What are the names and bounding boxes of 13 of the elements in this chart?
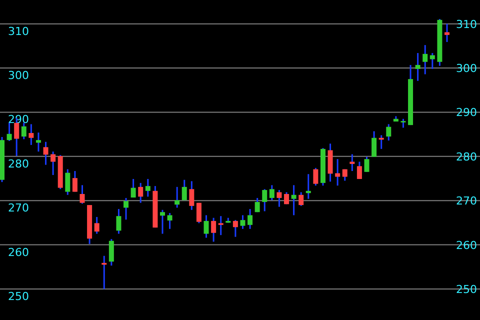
y2-tick-label: 300 — [456, 62, 477, 76]
y2-tick-label: 280 — [456, 150, 477, 164]
y2-tick-label: 310 — [456, 18, 477, 31]
y-tick-label: 250 — [8, 290, 29, 303]
y-tick-label: 260 — [8, 246, 29, 259]
y-tick-label: 270 — [8, 202, 29, 215]
y2-tick-label: 290 — [456, 106, 477, 120]
y2-tick-label: 260 — [456, 238, 477, 252]
y2-tick-label: 270 — [456, 194, 477, 208]
y-tick-label: 280 — [8, 157, 29, 170]
y-tick-label: 310 — [8, 24, 29, 38]
y-tick-label: 300 — [8, 69, 29, 82]
y2-tick-label: 250 — [456, 283, 477, 296]
